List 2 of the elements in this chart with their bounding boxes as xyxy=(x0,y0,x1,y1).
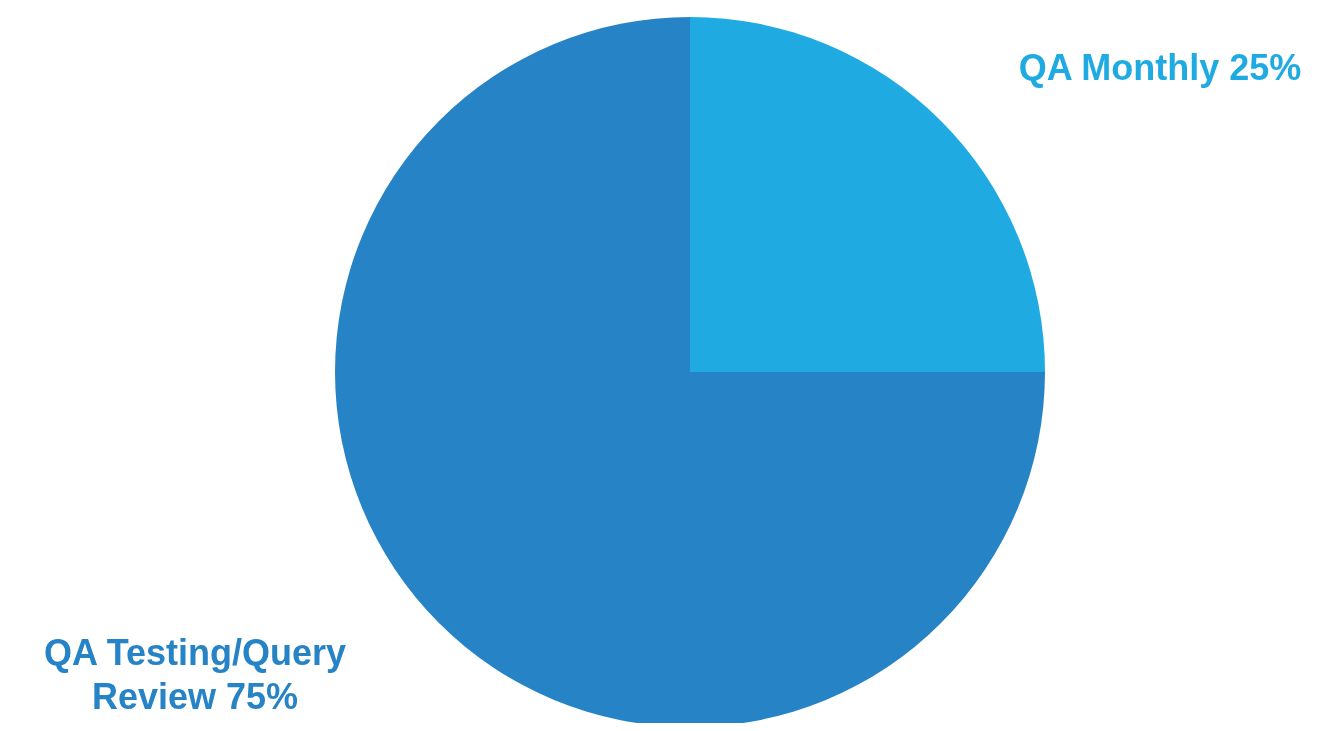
slice-label: QA Monthly 25% xyxy=(1018,47,1302,88)
slice-label: QA Testing/Query Review 75% xyxy=(43,632,347,717)
